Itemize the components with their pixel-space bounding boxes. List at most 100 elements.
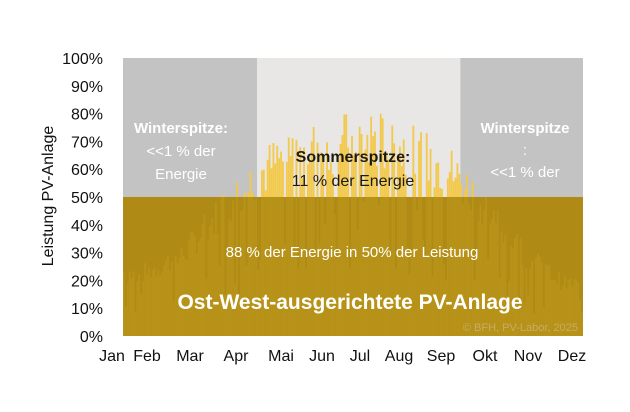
bar-above-cap: [289, 156, 292, 197]
y-tick-label: 100%: [62, 51, 103, 68]
bar-above-cap: [251, 192, 254, 197]
bar-above-cap: [458, 173, 461, 197]
bar-above-cap: [456, 163, 459, 197]
x-tick-label: Jun: [309, 348, 335, 365]
bar-above-cap: [291, 138, 294, 197]
y-axis-label: Leistung PV-Anlage: [40, 126, 57, 267]
winter-right-annotation: <<1 % der: [490, 164, 559, 181]
bar-above-cap: [316, 142, 319, 197]
y-tick-label: 80%: [71, 107, 103, 124]
bar-above-cap: [354, 152, 357, 197]
bar-above-cap: [353, 155, 355, 197]
bar-above-cap: [247, 192, 250, 197]
bar-above-cap: [400, 166, 403, 197]
bar-above-cap: [439, 187, 442, 197]
bar-above-cap: [460, 183, 463, 197]
bar-above-cap: [446, 178, 449, 197]
bar-above-cap: [402, 139, 405, 197]
y-tick-label: 30%: [71, 246, 103, 263]
bar-above-cap: [328, 169, 330, 197]
bar-above-cap: [379, 113, 382, 197]
bar-above-cap: [427, 180, 430, 197]
bar-above-cap: [301, 177, 304, 197]
y-tick-label: 60%: [71, 162, 103, 179]
x-tick-label: Sep: [427, 348, 456, 365]
copyright-note: © BFH, PV-Labor, 2025: [463, 322, 578, 334]
y-tick-label: 0%: [80, 329, 103, 346]
bar-above-cap: [243, 192, 246, 197]
bar-above-cap: [282, 161, 284, 197]
bar-above-cap: [337, 160, 340, 197]
annotations: Winterspitze: <<1 % der Energie Sommerspitz…: [134, 120, 578, 334]
bar-above-cap: [374, 131, 376, 197]
bar-above-cap: [435, 163, 438, 197]
bar-above-cap: [310, 141, 313, 197]
bar-above-cap: [351, 135, 353, 197]
winter-left-annotation: Energie: [155, 166, 207, 183]
y-tick-label: 70%: [71, 134, 103, 151]
bar-above-cap: [437, 162, 440, 197]
bar-above-cap: [272, 143, 275, 197]
bar-above-cap: [270, 168, 273, 197]
bar-above-cap: [331, 173, 334, 197]
bar-above-cap: [358, 126, 361, 197]
bar-above-cap: [464, 189, 466, 197]
x-tick-label: Aug: [385, 348, 413, 365]
winter-right-annotation: :: [523, 142, 527, 159]
x-tick-label: Dez: [558, 348, 586, 365]
x-tick-label: Apr: [224, 348, 250, 365]
bar-above-cap: [385, 152, 388, 197]
y-tick-label: 90%: [71, 79, 103, 96]
x-tick-label: Jul: [350, 348, 370, 365]
y-axis-ticks: 0% 10% 20% 30% 40% 50% 60% 70% 80% 90% 100%: [62, 51, 103, 346]
bar-above-cap: [262, 169, 265, 197]
bar-above-cap: [276, 145, 279, 197]
bar-above-cap: [299, 147, 302, 197]
bar-above-cap: [347, 147, 350, 197]
winter-right-annotation: Winterspitze: [480, 120, 569, 137]
bar-above-cap: [308, 159, 311, 197]
band-winter-left: [123, 58, 258, 197]
x-tick-label: Nov: [514, 348, 542, 365]
bar-above-cap: [266, 159, 269, 197]
bar-above-cap: [343, 114, 346, 197]
bar-above-cap: [339, 143, 342, 197]
bar-above-cap: [326, 142, 328, 197]
x-axis-ticks: Jan Feb Mar Apr Mai Jun Jul Aug Sep Okt Nov Dez: [99, 348, 586, 365]
bar-above-cap: [366, 134, 369, 197]
bar-above-cap: [404, 174, 407, 197]
bar-above-cap: [376, 165, 378, 197]
bar-above-cap: [387, 159, 390, 197]
y-tick-label: 10%: [71, 301, 103, 318]
bar-above-cap: [471, 182, 474, 197]
bar-above-cap: [249, 171, 252, 197]
bar-above-cap: [307, 164, 309, 197]
bar-above-cap: [303, 147, 305, 197]
y-tick-label: 50%: [71, 190, 103, 207]
bar-above-cap: [274, 163, 277, 197]
bar-above-cap: [280, 151, 282, 197]
bar-above-cap: [295, 139, 298, 197]
bar-above-cap: [383, 168, 386, 197]
x-tick-label: Mar: [176, 348, 204, 365]
bar-above-cap: [466, 174, 468, 197]
bar-above-cap: [454, 177, 457, 197]
bar-above-cap: [312, 126, 315, 197]
bar-above-cap: [268, 144, 271, 197]
y-tick-label: 20%: [71, 273, 103, 290]
band-winter-right: [460, 58, 583, 197]
bar-above-cap: [450, 150, 453, 197]
bar-above-cap: [360, 134, 363, 197]
bar-above-cap: [322, 156, 325, 197]
bar-above-cap: [236, 182, 238, 197]
bar-above-cap: [330, 162, 332, 197]
bar-above-cap: [441, 188, 443, 197]
lower-band-overlay: [123, 197, 583, 336]
bar-above-cap: [414, 173, 417, 197]
bar-above-cap: [448, 171, 451, 197]
x-tick-label: Mai: [268, 348, 294, 365]
bar-above-cap: [381, 118, 384, 197]
daily-bars: [123, 113, 583, 336]
bar-above-cap: [222, 195, 225, 197]
